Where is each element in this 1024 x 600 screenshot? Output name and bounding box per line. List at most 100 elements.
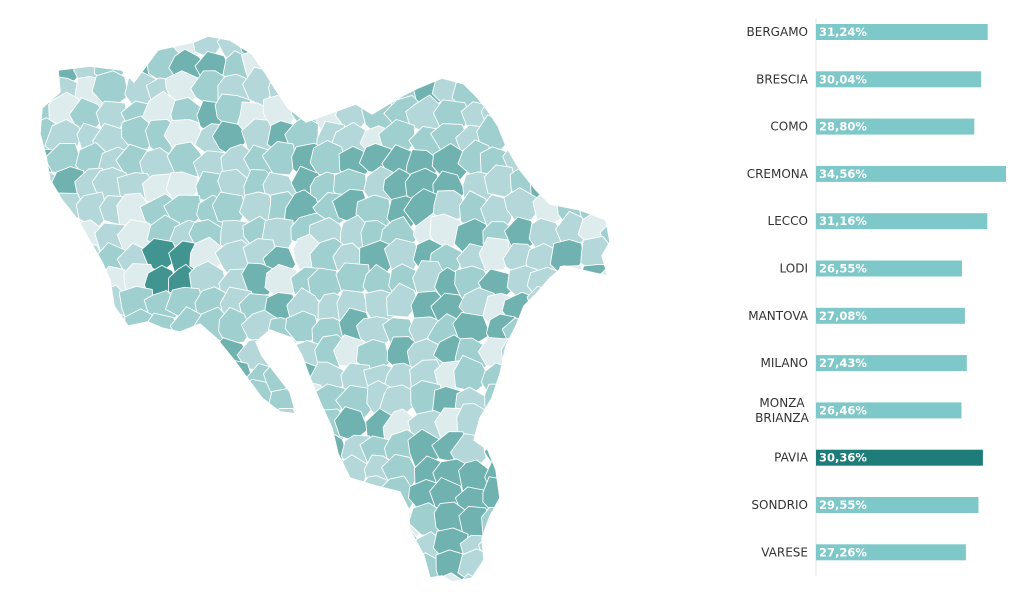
municipality-area[interactable]: [484, 383, 518, 418]
municipality-area[interactable]: [598, 342, 621, 375]
bar-lecco[interactable]: [816, 213, 988, 230]
municipality-area[interactable]: [30, 335, 62, 373]
municipality-area[interactable]: [431, 30, 473, 62]
municipality-area[interactable]: [556, 47, 591, 88]
municipality-area[interactable]: [405, 580, 442, 590]
municipality-area[interactable]: [30, 30, 58, 62]
municipality-area[interactable]: [312, 527, 347, 568]
municipality-area[interactable]: [532, 527, 566, 565]
municipality-area[interactable]: [504, 49, 541, 84]
municipality-area[interactable]: [240, 557, 277, 590]
municipality-area[interactable]: [30, 286, 66, 322]
municipality-area[interactable]: [577, 312, 611, 348]
municipality-area[interactable]: [483, 431, 519, 468]
municipality-area[interactable]: [556, 170, 591, 205]
municipality-area[interactable]: [578, 30, 614, 59]
municipality-area[interactable]: [97, 524, 137, 564]
municipality-area[interactable]: [30, 238, 60, 274]
municipality-area[interactable]: [141, 527, 175, 564]
municipality-area[interactable]: [528, 555, 565, 589]
municipality-area[interactable]: [407, 30, 447, 59]
bar-row[interactable]: LECCO 31,16%: [768, 213, 988, 230]
municipality-area[interactable]: [116, 404, 155, 444]
municipality-area[interactable]: [506, 383, 541, 418]
bar-monza-brianza[interactable]: [816, 402, 962, 419]
municipality-area[interactable]: [479, 554, 516, 586]
municipality-area[interactable]: [30, 266, 58, 304]
bar-row[interactable]: MANTOVA 27,08%: [748, 307, 965, 324]
bar-como[interactable]: [816, 118, 975, 135]
municipality-area[interactable]: [76, 379, 107, 417]
municipality-area[interactable]: [329, 504, 371, 540]
municipality-area[interactable]: [242, 523, 280, 561]
municipality-area[interactable]: [99, 384, 136, 419]
municipality-area[interactable]: [124, 525, 160, 561]
municipality-area[interactable]: [146, 337, 184, 372]
municipality-area[interactable]: [30, 387, 60, 419]
municipality-area[interactable]: [267, 387, 301, 424]
municipality-area[interactable]: [548, 434, 586, 471]
municipality-area[interactable]: [238, 481, 275, 519]
municipality-area[interactable]: [576, 549, 615, 586]
municipality-area[interactable]: [91, 312, 130, 348]
municipality-area[interactable]: [505, 457, 544, 491]
municipality-area[interactable]: [285, 433, 324, 470]
municipality-area[interactable]: [94, 338, 134, 374]
municipality-area[interactable]: [481, 30, 522, 60]
municipality-area[interactable]: [169, 380, 202, 418]
municipality-area[interactable]: [260, 426, 298, 466]
municipality-area[interactable]: [30, 507, 58, 546]
municipality-area[interactable]: [461, 30, 497, 60]
municipality-area[interactable]: [548, 455, 587, 492]
municipality-area[interactable]: [121, 552, 156, 589]
municipality-area[interactable]: [578, 404, 614, 443]
municipality-area[interactable]: [532, 383, 565, 422]
municipality-area[interactable]: [30, 312, 61, 347]
municipality-area[interactable]: [74, 531, 110, 563]
municipality-area[interactable]: [167, 335, 202, 369]
municipality-area[interactable]: [529, 334, 562, 371]
municipality-area[interactable]: [73, 434, 111, 466]
municipality-area[interactable]: [386, 282, 419, 318]
municipality-area[interactable]: [549, 365, 586, 400]
municipality-area[interactable]: [530, 52, 565, 83]
municipality-area[interactable]: [71, 557, 107, 588]
municipality-area[interactable]: [117, 359, 152, 393]
municipality-area[interactable]: [477, 407, 517, 443]
bar-bergamo[interactable]: [816, 24, 988, 40]
municipality-area[interactable]: [30, 477, 63, 516]
municipality-area[interactable]: [267, 553, 300, 588]
municipality-area[interactable]: [43, 316, 82, 354]
municipality-area[interactable]: [76, 315, 115, 347]
municipality-area[interactable]: [244, 429, 281, 467]
municipality-area[interactable]: [577, 50, 615, 87]
municipality-area[interactable]: [290, 30, 329, 54]
municipality-area[interactable]: [554, 97, 591, 136]
municipality-area[interactable]: [123, 30, 157, 58]
bar-row[interactable]: CREMONA 34,56%: [747, 165, 1006, 182]
municipality-area[interactable]: [68, 30, 109, 59]
municipality-area[interactable]: [499, 94, 538, 130]
municipality-area[interactable]: [220, 554, 253, 587]
municipality-area[interactable]: [507, 118, 541, 157]
municipality-area[interactable]: [68, 289, 109, 326]
municipality-area[interactable]: [30, 461, 61, 494]
municipality-area[interactable]: [122, 577, 158, 591]
municipality-area[interactable]: [313, 72, 346, 108]
municipality-area[interactable]: [267, 476, 304, 513]
municipality-area[interactable]: [171, 363, 208, 398]
municipality-area[interactable]: [148, 412, 183, 448]
municipality-area[interactable]: [546, 339, 583, 377]
municipality-area[interactable]: [579, 93, 612, 127]
municipality-area[interactable]: [602, 459, 620, 496]
bar-lodi[interactable]: [816, 260, 962, 277]
municipality-area[interactable]: [30, 404, 65, 438]
municipality-area[interactable]: [531, 458, 565, 493]
municipality-area[interactable]: [597, 362, 621, 397]
municipality-area[interactable]: [316, 30, 351, 62]
municipality-area[interactable]: [335, 551, 372, 587]
municipality-area[interactable]: [198, 524, 231, 564]
municipality-area[interactable]: [547, 575, 584, 590]
municipality-area[interactable]: [71, 576, 106, 590]
municipality-area[interactable]: [73, 409, 106, 447]
